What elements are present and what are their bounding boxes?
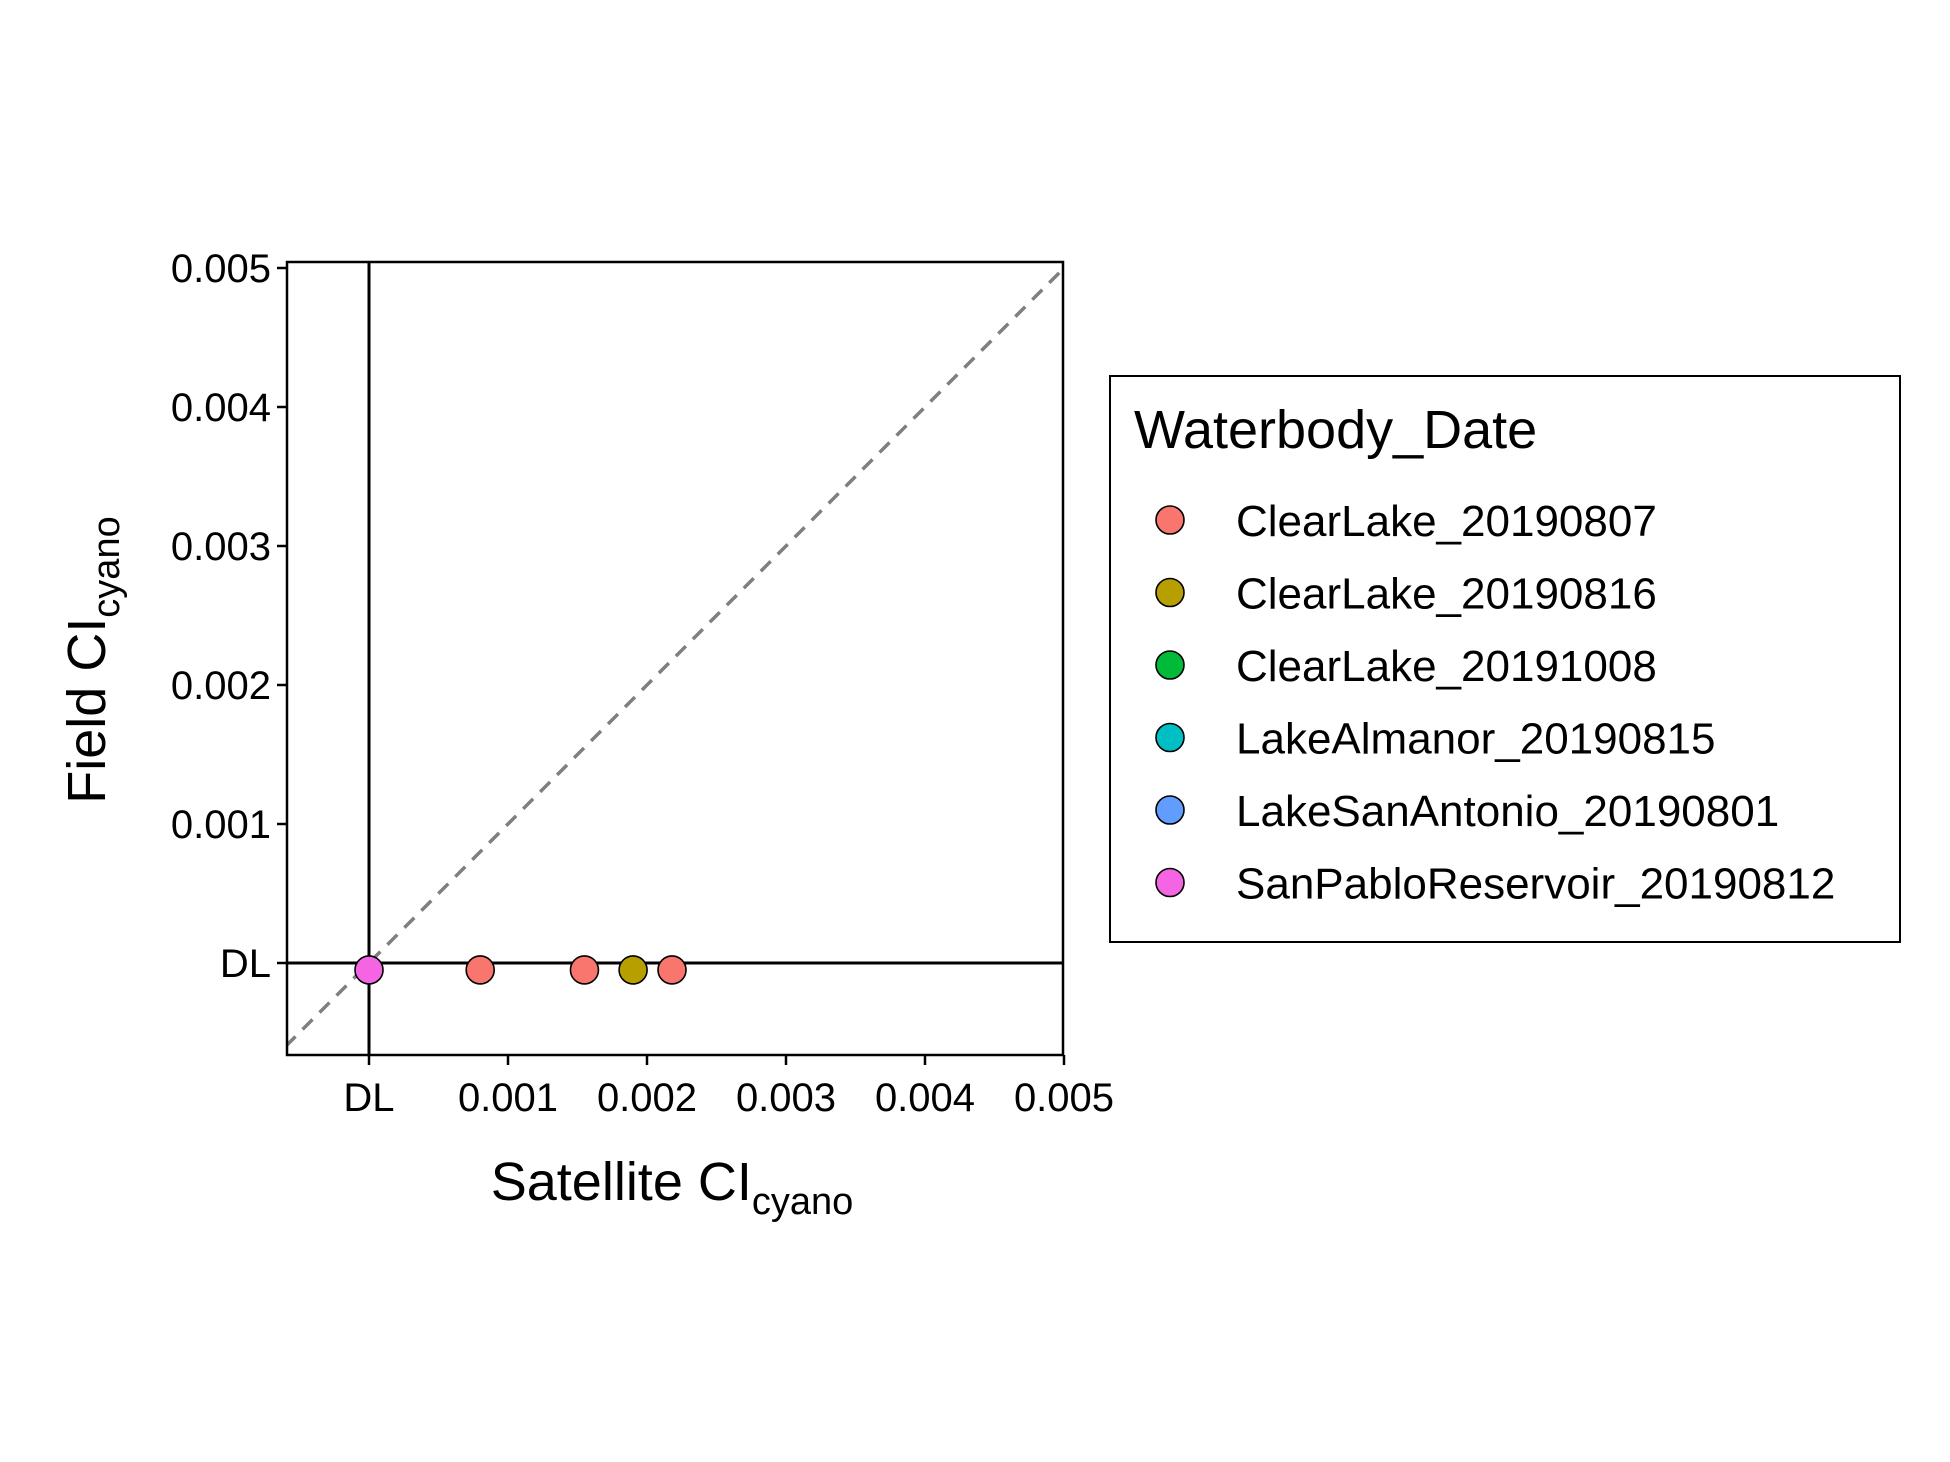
y-tick-label: 0.001	[171, 803, 271, 847]
legend: Waterbody_Date ClearLake_20190807ClearLa…	[1109, 375, 1901, 943]
legend-key	[1155, 795, 1185, 825]
data-point	[569, 955, 600, 985]
legend-entries: ClearLake_20190807 ClearLake_20190816 Clea…	[1155, 497, 1835, 909]
y-tick-label: 0.003	[171, 525, 271, 569]
axis-ticks: DL 0.001 0.002 0.003 0.004 0.005 DL 0.001 0.002 0…	[171, 247, 1114, 1120]
legend-key	[1155, 867, 1185, 898]
y-axis-title: Field CIcyano	[57, 516, 128, 803]
legend-key	[1155, 577, 1185, 608]
legend-key	[1155, 722, 1185, 753]
x-tick-label: 0.002	[597, 1076, 697, 1120]
x-axis-title-main: Satellite CI	[491, 1152, 752, 1212]
legend-key	[1155, 650, 1185, 680]
data-point	[465, 955, 496, 985]
y-tick-label: 0.004	[171, 386, 271, 430]
y-tick-label: DL	[220, 942, 271, 986]
data-point	[618, 955, 648, 985]
x-tick-label: 0.003	[736, 1076, 836, 1120]
plot-contents	[287, 262, 1063, 1055]
plot-area	[285, 260, 1065, 1057]
x-tick-label: 0.001	[458, 1076, 558, 1120]
legend-entry-label: LakeSanAntonio_20190801	[1236, 787, 1779, 836]
x-tick-label: 0.004	[875, 1076, 975, 1120]
legend-box	[1109, 375, 1901, 943]
one-to-one-line	[287, 266, 1063, 1048]
plot-border	[285, 260, 1065, 1057]
legend-entry-label: ClearLake_20190816	[1236, 570, 1657, 619]
data-point	[354, 955, 384, 985]
y-tick-label: 0.005	[171, 247, 271, 291]
legend-entry-label: ClearLake_20190807	[1236, 497, 1657, 546]
y-tick-label: 0.002	[171, 664, 271, 708]
legend-title: Waterbody_Date	[1134, 400, 1537, 460]
y-axis-title-main: Field CI	[57, 618, 117, 804]
x-axis-title: Satellite CIcyano	[491, 1152, 854, 1223]
y-axis-title-sub: cyano	[86, 516, 128, 617]
x-tick-label: 0.005	[1014, 1076, 1114, 1120]
legend-key	[1155, 505, 1185, 535]
x-tick-label: DL	[343, 1076, 394, 1120]
legend-entry-label: LakeAlmanor_20190815	[1236, 715, 1716, 764]
data-point	[657, 955, 687, 985]
legend-entry-label: ClearLake_20191008	[1236, 642, 1657, 691]
x-axis-title-sub: cyano	[752, 1181, 853, 1223]
legend-entry-label: SanPabloReservoir_20190812	[1236, 860, 1835, 909]
